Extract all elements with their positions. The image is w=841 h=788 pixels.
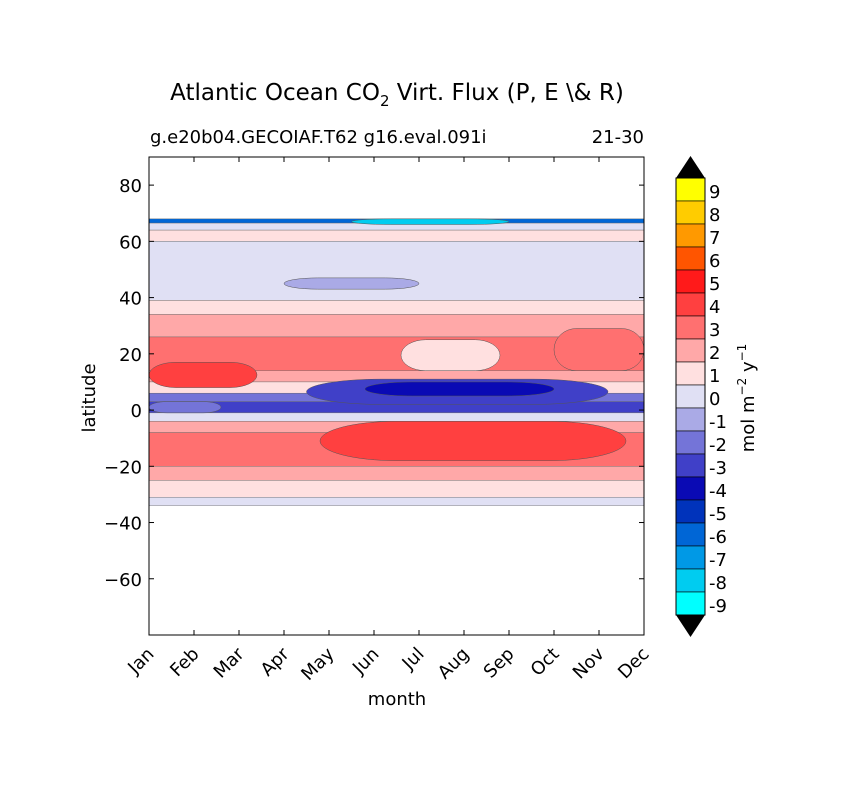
colorbar-tick-label: 8 <box>709 205 720 226</box>
colorbar-swatch <box>675 338 706 363</box>
contour-patch <box>149 401 222 414</box>
colorbar-tick-label: 9 <box>709 182 720 203</box>
y-tick-label: −40 <box>104 514 142 535</box>
colorbar-swatch <box>675 430 706 455</box>
chart-subtitle-left: g.e20b04.GECOIAF.T62 g16.eval.091i <box>150 127 487 148</box>
contour-patch <box>364 381 555 397</box>
x-tick-label: Aug <box>434 644 474 684</box>
colorbar-swatch <box>675 522 706 547</box>
chart-title: Atlantic Ocean CO2 Virt. Flux (P, E \& R… <box>170 80 624 110</box>
y-tick-label: 40 <box>119 289 142 310</box>
contour-patch <box>400 339 501 371</box>
colorbar-swatch <box>675 361 706 386</box>
x-tick-label: Jul <box>398 644 429 675</box>
colorbar-swatch <box>675 292 706 317</box>
y-axis: 80 60 40 20 0 −20 −40 −60 <box>104 176 644 591</box>
contour-band <box>149 497 644 506</box>
colorbar-tick-label: 1 <box>709 366 720 387</box>
x-tick-label: Nov <box>569 643 609 683</box>
plot-frame <box>148 156 645 636</box>
colorbar-label-exp2: −1 <box>735 344 749 362</box>
colorbar-swatch <box>675 269 706 294</box>
colorbar-tick-label: -6 <box>709 527 727 548</box>
contour-band <box>149 412 644 422</box>
colorbar-swatch <box>675 200 706 225</box>
colorbar-swatch <box>675 453 706 478</box>
colorbar-tick-label: -2 <box>709 435 727 456</box>
colorbar-swatch <box>675 407 706 432</box>
contour-band <box>149 229 644 242</box>
plot-area: 80 60 40 20 0 −20 −40 −60 Jan Feb Mar Apr May Jun Jul… <box>104 156 654 685</box>
colorbar-swatch <box>675 223 706 248</box>
x-tick-label: Jun <box>348 644 383 679</box>
colorbar-label-mid: y <box>738 361 759 378</box>
y-tick-label: −20 <box>104 457 142 478</box>
contour-band <box>149 300 644 315</box>
colorbar-label-exp1: −2 <box>735 378 749 396</box>
contour-band <box>149 241 644 301</box>
colorbar-tick-label: 6 <box>709 251 720 272</box>
title-subscript: 2 <box>380 92 390 110</box>
colorbar-swatch <box>675 384 706 409</box>
colorbar-swatch <box>675 591 706 616</box>
y-tick-label: 0 <box>131 401 142 422</box>
contour-field <box>149 218 644 506</box>
contour-band <box>149 480 644 498</box>
x-tick-label: Sep <box>480 644 519 683</box>
colorbar-swatch <box>675 568 706 593</box>
contour-patch <box>149 362 258 388</box>
contour-patch <box>553 328 644 371</box>
x-axis-label: month <box>368 689 426 710</box>
x-tick-label: Feb <box>166 644 203 681</box>
y-axis-label: latitude <box>79 363 100 432</box>
colorbar-tick-label: 5 <box>709 274 720 295</box>
title-main: Atlantic Ocean CO <box>170 80 380 106</box>
colorbar-label-main: mol m <box>738 395 759 452</box>
colorbar-extend-min <box>676 615 705 637</box>
y-tick-label: 20 <box>119 345 142 366</box>
colorbar-tick-label: -1 <box>709 412 727 433</box>
colorbar-tick-label: -8 <box>709 573 727 594</box>
colorbar-swatch <box>675 499 706 524</box>
x-tick-label: Mar <box>210 643 249 682</box>
colorbar-tick-label: -7 <box>709 550 727 571</box>
colorbar-swatch <box>675 246 706 271</box>
colorbar-tick-label: -3 <box>709 458 727 479</box>
colorbar-label: mol m−2 y−1 <box>735 344 759 453</box>
y-tick-label: 80 <box>119 176 142 197</box>
colorbar-frame <box>675 177 706 616</box>
colorbar-swatch <box>675 315 706 340</box>
x-tick-label: Dec <box>614 644 653 683</box>
x-tick-label: May <box>297 643 338 684</box>
chart-subtitle-right: 21-30 <box>592 127 644 148</box>
contour-patch <box>283 277 420 290</box>
x-tick-label: Jan <box>123 644 158 679</box>
colorbar-tick-label: -4 <box>709 481 727 502</box>
colorbar-swatch <box>675 545 706 570</box>
contour-patch <box>319 421 627 461</box>
colorbar-tick-label: 3 <box>709 320 720 341</box>
colorbar-tick-label: 7 <box>709 228 720 249</box>
colorbar-tick-label: -9 <box>709 596 727 617</box>
colorbar-tick-label: -5 <box>709 504 727 525</box>
title-rest: Virt. Flux (P, E \& R) <box>389 80 623 106</box>
contour-patch <box>351 218 510 225</box>
colorbar-swatch <box>675 177 706 202</box>
x-tick-label: Apr <box>257 643 294 680</box>
colorbar-tick-label: 4 <box>709 297 720 318</box>
y-tick-label: 60 <box>119 232 142 253</box>
colorbar-extend-max <box>676 156 705 178</box>
colorbar-swatch <box>675 476 706 501</box>
colorbar-tick-label: 0 <box>709 389 720 410</box>
y-tick-label: −60 <box>104 570 142 591</box>
colorbar-tick-label: 2 <box>709 343 720 364</box>
x-tick-label: Oct <box>527 644 564 681</box>
contour-band <box>149 466 644 481</box>
